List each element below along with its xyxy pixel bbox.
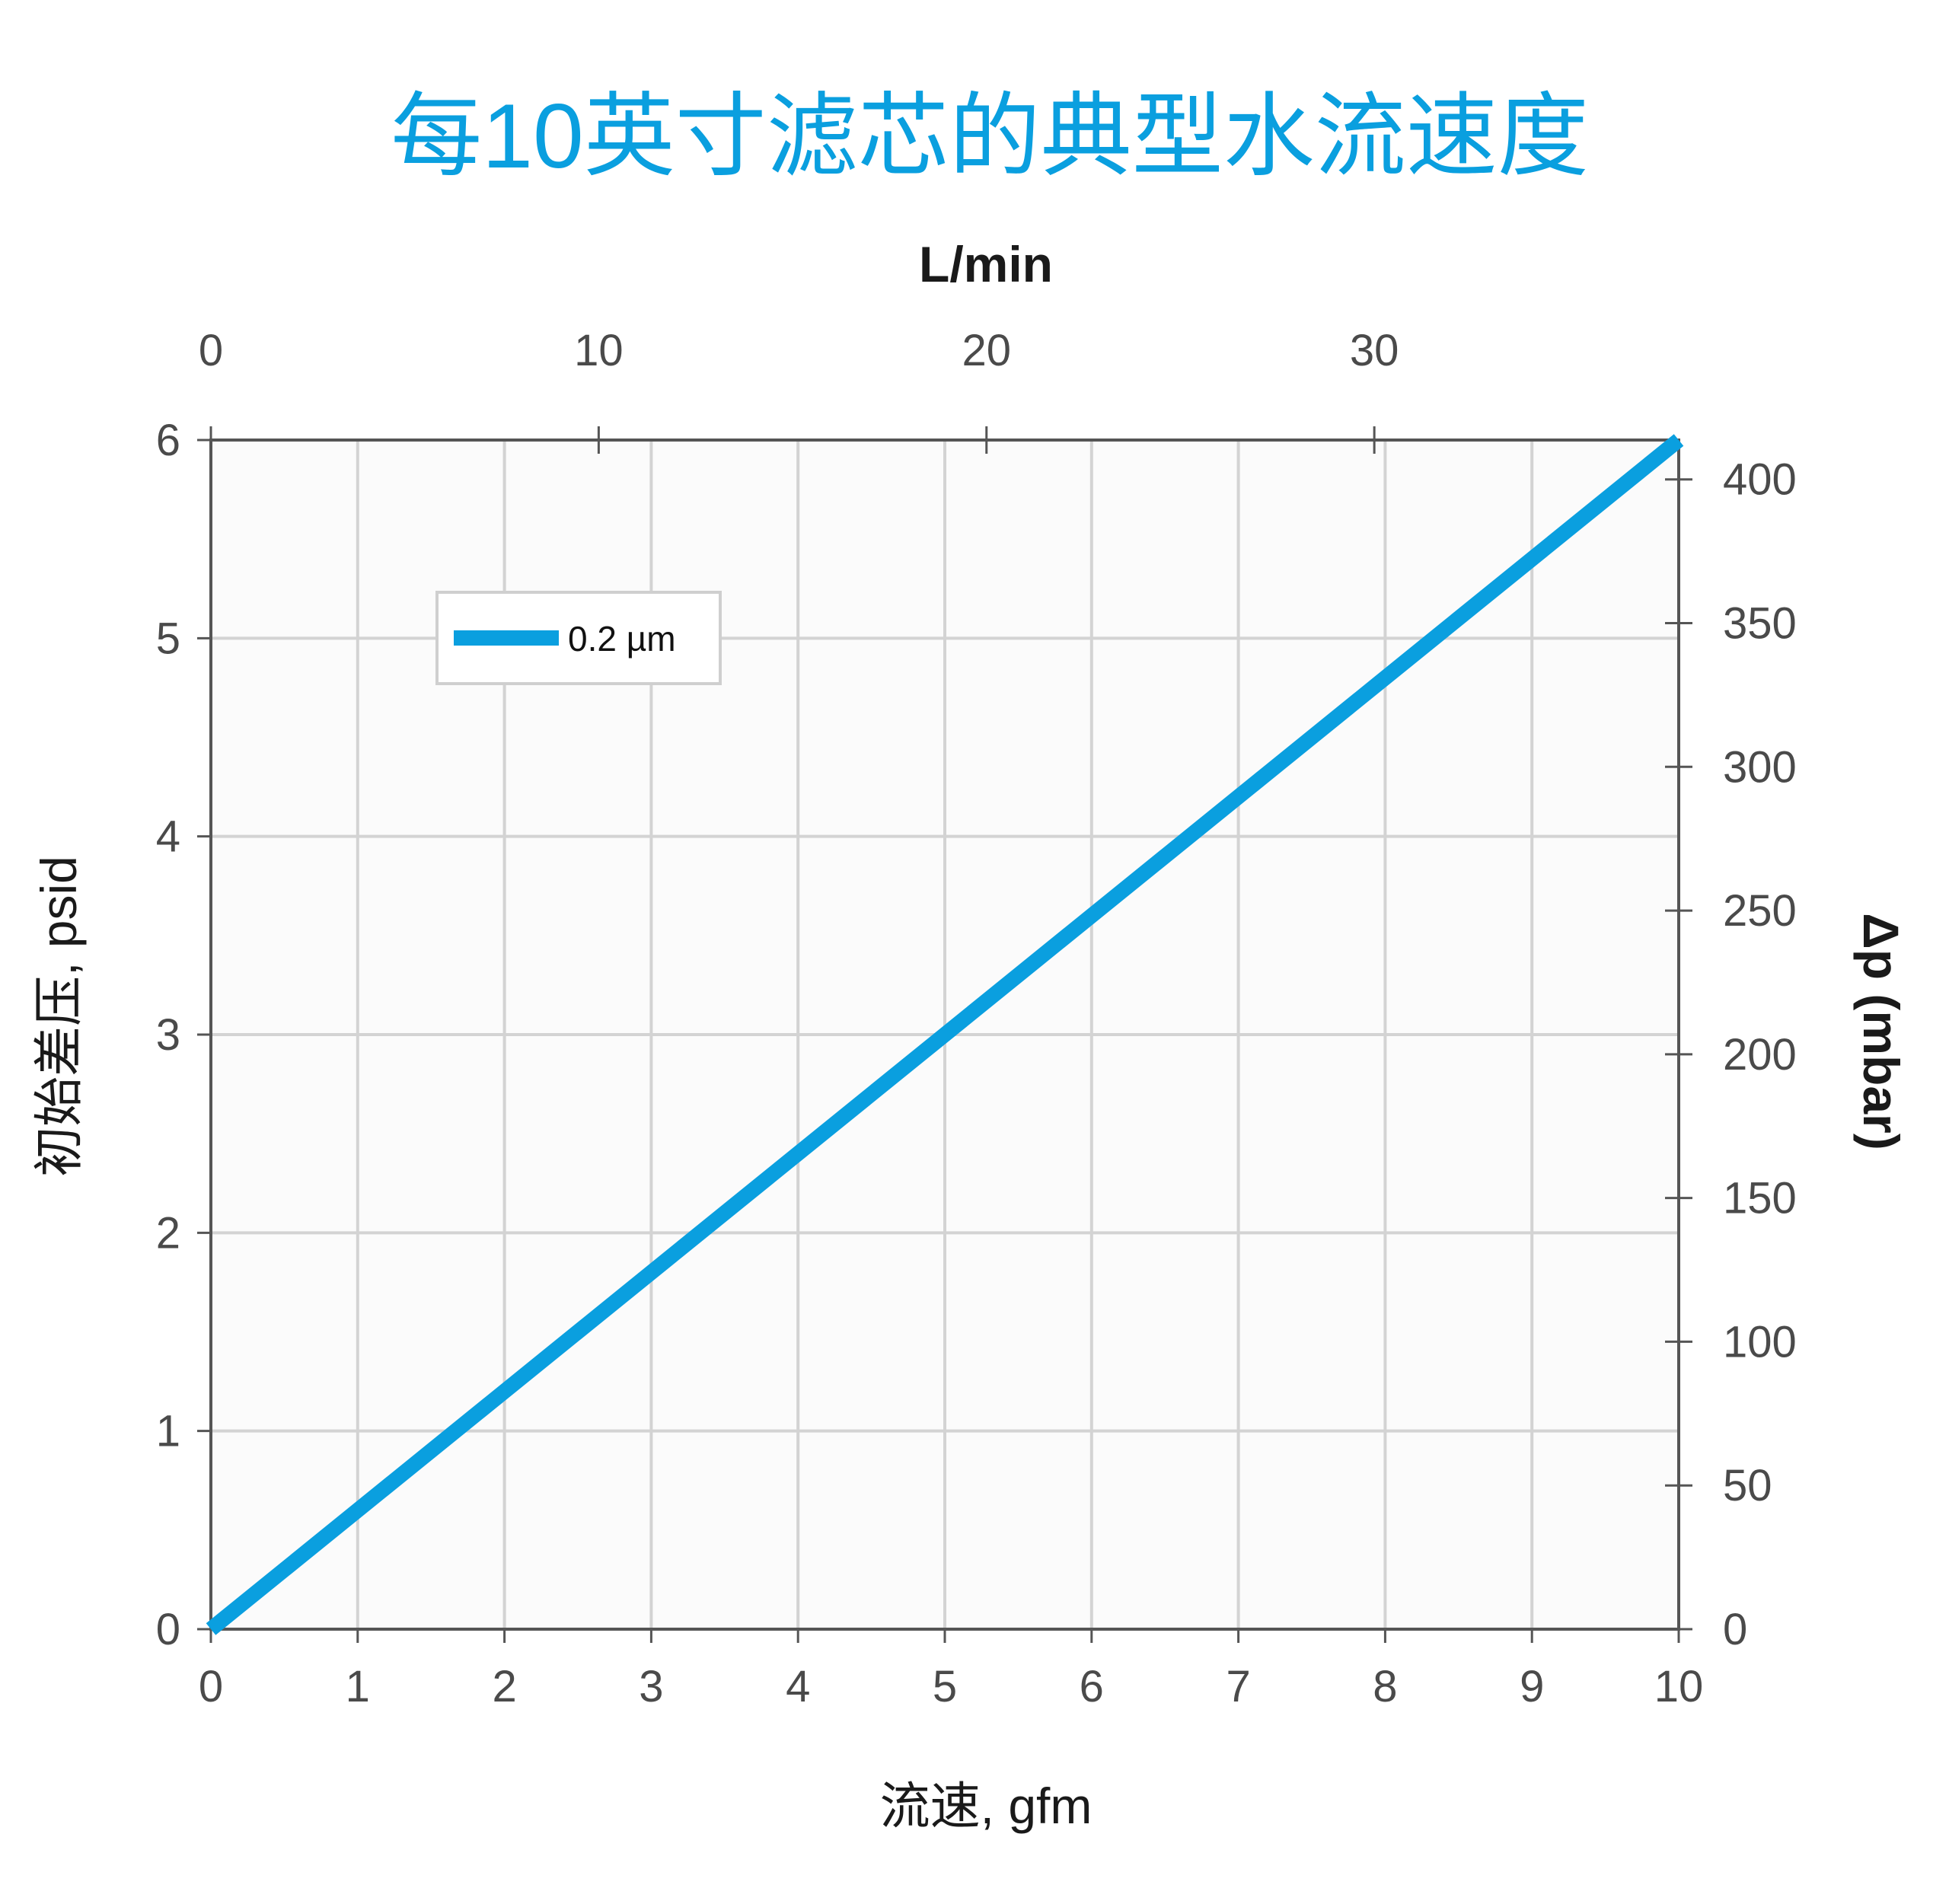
y2-tick-label: 0: [1723, 1605, 1747, 1654]
x-tick-label: 5: [933, 1662, 957, 1711]
chart-title: 每10英寸滤芯的典型水流速度: [391, 85, 1588, 187]
top-axis-label: L/min: [919, 236, 1053, 292]
x-tick-label: 1: [346, 1662, 370, 1711]
x-tick-label: 10: [1654, 1662, 1704, 1711]
x2-tick-label: 30: [1350, 326, 1399, 375]
y2-tick-label: 200: [1723, 1030, 1797, 1080]
x-tick-label: 9: [1520, 1662, 1544, 1711]
left-axis-label: 初始差压, psid: [30, 856, 87, 1177]
x-tick-label: 6: [1080, 1662, 1104, 1711]
legend-label: 0.2 µm: [568, 619, 676, 659]
y-tick-label: 2: [156, 1208, 180, 1258]
x2-tick-label: 20: [962, 326, 1012, 375]
y2-tick-label: 100: [1723, 1317, 1797, 1367]
y-tick-label: 0: [156, 1605, 180, 1654]
x2-tick-label: 10: [574, 326, 624, 375]
x-tick-label: 4: [786, 1662, 810, 1711]
y-tick-label: 4: [156, 812, 180, 862]
y-tick-label: 1: [156, 1407, 180, 1456]
y2-tick-label: 50: [1723, 1461, 1772, 1510]
y-tick-label: 5: [156, 614, 180, 663]
x-tick-label: 3: [639, 1662, 663, 1711]
y2-tick-label: 150: [1723, 1174, 1797, 1223]
y-tick-label: 6: [156, 416, 180, 465]
right-axis-label: Δp (mbar): [1853, 913, 1909, 1150]
y2-tick-label: 300: [1723, 742, 1797, 792]
y2-tick-label: 250: [1723, 886, 1797, 936]
x-tick-label: 0: [199, 1662, 223, 1711]
x2-tick-label: 0: [199, 326, 223, 375]
y2-tick-label: 400: [1723, 455, 1797, 505]
x-tick-label: 7: [1226, 1662, 1250, 1711]
series-line-0: [206, 434, 1684, 1635]
x-tick-label: 8: [1373, 1662, 1397, 1711]
bottom-axis-label: 流速, gfm: [880, 1778, 1093, 1834]
y2-tick-label: 350: [1723, 599, 1797, 649]
y-tick-label: 3: [156, 1010, 180, 1060]
x-tick-label: 2: [492, 1662, 516, 1711]
